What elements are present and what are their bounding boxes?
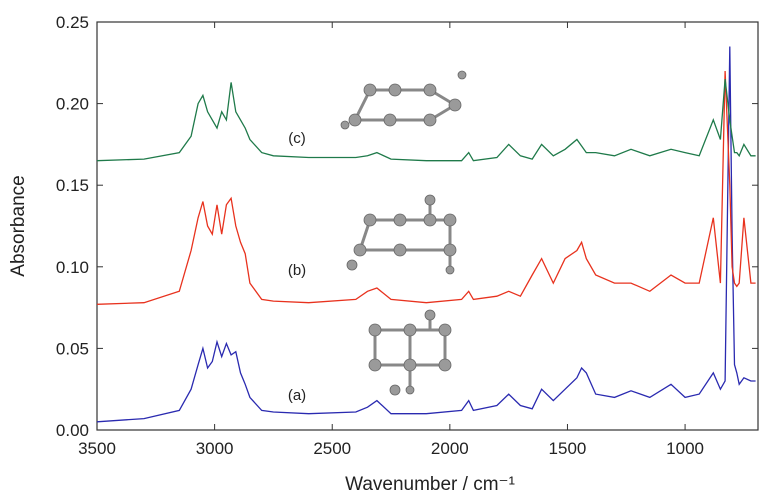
y-tick-label: 0.05 — [56, 339, 89, 358]
y-tick-label: 0.00 — [56, 421, 89, 440]
series-label: (a) — [288, 387, 306, 404]
x-tick-label: 2500 — [313, 439, 351, 458]
chart: Wavenumber / cm⁻¹ Absorbance 0.00 0.05 0.1… — [0, 0, 759, 498]
y-tick-label: 0.25 — [56, 13, 89, 32]
x-tick-label: 1000 — [666, 439, 704, 458]
molecule-a — [369, 310, 451, 395]
x-tick-label: 2000 — [431, 439, 469, 458]
series-label: (b) — [288, 262, 306, 279]
molecule-c — [341, 71, 466, 129]
x-tick-label: 3000 — [196, 439, 234, 458]
spectrum-line — [97, 71, 756, 304]
x-tick-label: 3500 — [78, 439, 116, 458]
y-tick-label: 0.15 — [56, 176, 89, 195]
molecule-b — [347, 195, 456, 274]
y-tick-label: 0.20 — [56, 95, 89, 114]
y-tick-label: 0.10 — [56, 258, 89, 277]
y-axis-title: Absorbance — [8, 175, 29, 276]
x-axis-title: Wavenumber / cm⁻¹ — [345, 474, 515, 495]
series-label: (c) — [288, 130, 306, 147]
x-tick-label: 1500 — [549, 439, 587, 458]
